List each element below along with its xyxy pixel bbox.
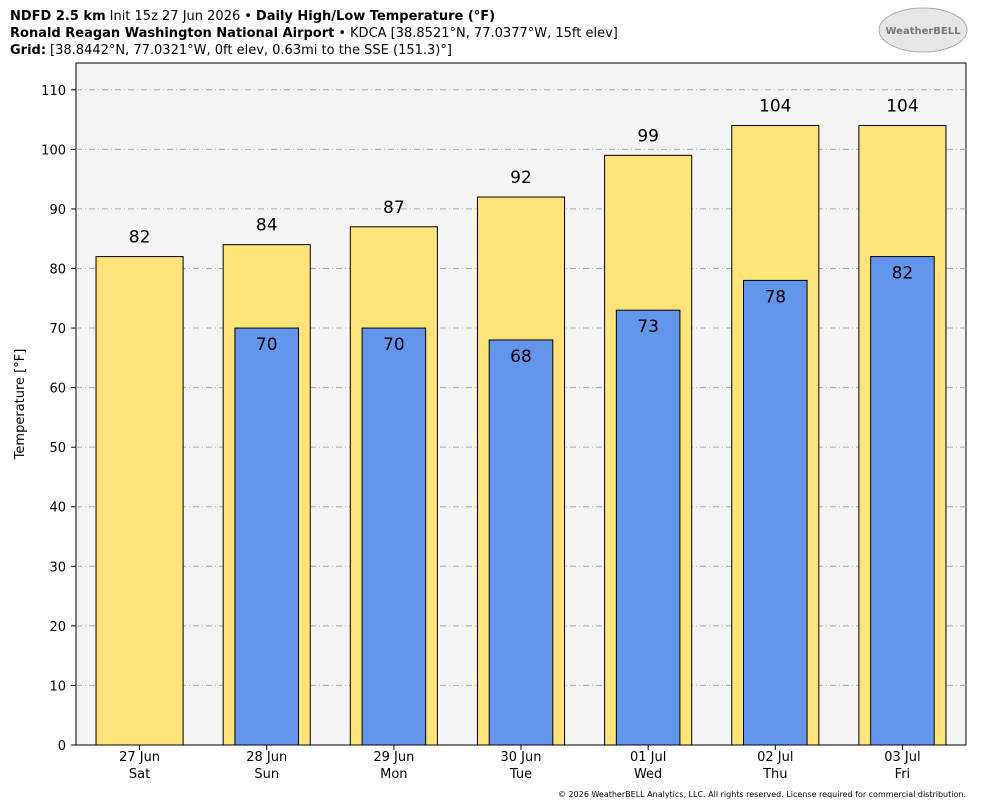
- bar: [743, 279, 808, 746]
- x-tick-day: Sat: [129, 767, 150, 782]
- value-label: 104: [759, 97, 791, 117]
- x-tick-day: Thu: [762, 767, 787, 782]
- bar: [488, 339, 554, 746]
- header-line: Grid: [38.8442°N, 77.0321°W, 0ft elev, 0.…: [10, 43, 452, 58]
- value-label: 104: [886, 97, 918, 117]
- x-tick-day: Sun: [254, 767, 279, 782]
- y-tick-label: 60: [49, 382, 66, 397]
- x-tick-day: Tue: [509, 767, 532, 782]
- value-label: 87: [383, 198, 405, 218]
- header-text: Ronald Reagan Washington National Airpor…: [10, 26, 334, 41]
- header-text: •: [338, 26, 346, 41]
- value-label: 99: [637, 126, 659, 146]
- value-label: 73: [637, 317, 659, 337]
- value-label: 68: [510, 347, 532, 367]
- y-tick-label: 40: [49, 501, 66, 516]
- y-tick-label: 90: [49, 203, 66, 218]
- y-tick-label: 110: [41, 84, 66, 99]
- bar: [615, 309, 681, 746]
- x-tick-label: 27 Jun: [119, 750, 160, 765]
- footer: © 2026 WeatherBELL Analytics, LLC. All r…: [558, 790, 966, 799]
- x-tick-day: Mon: [380, 767, 407, 782]
- y-tick-label: 50: [49, 441, 66, 456]
- header-text: NDFD 2.5 km: [10, 9, 106, 24]
- header-text: Init 15z 27 Jun 2026: [110, 9, 241, 24]
- header-text: •: [244, 9, 252, 24]
- y-tick-label: 0: [58, 739, 66, 754]
- value-label: 82: [892, 264, 914, 284]
- value-label: 82: [129, 228, 151, 248]
- x-tick-label: 29 Jun: [373, 750, 414, 765]
- value-label: 78: [764, 287, 786, 307]
- logo-text: WeatherBELL: [885, 26, 961, 37]
- y-tick-label: 80: [49, 262, 66, 277]
- header-text: [38.8442°N, 77.0321°W, 0ft elev, 0.63mi …: [50, 43, 452, 58]
- x-tick-label: 01 Jul: [630, 750, 666, 765]
- value-label: 84: [256, 216, 278, 236]
- y-tick-label: 20: [49, 620, 66, 635]
- value-label: 70: [383, 335, 405, 355]
- y-tick-label: 100: [41, 143, 66, 158]
- x-tick-day: Wed: [634, 767, 662, 782]
- header-text: Grid:: [10, 43, 46, 58]
- x-tick-label: 28 Jun: [246, 750, 287, 765]
- y-tick-label: 70: [49, 322, 66, 337]
- header-text: Daily High/Low Temperature (°F): [256, 9, 495, 24]
- bar: [234, 327, 300, 746]
- x-tick-label: 30 Jun: [501, 750, 542, 765]
- header-line: NDFD 2.5 km Init 15z 27 Jun 2026 • Daily Hi…: [10, 9, 495, 24]
- bar: [361, 327, 427, 746]
- header-text: KDCA [38.8521°N, 77.0377°W, 15ft elev]: [350, 26, 618, 41]
- bar: [95, 256, 184, 746]
- y-axis-label: Temperature [°F]: [13, 349, 28, 461]
- y-tick-label: 30: [49, 560, 66, 575]
- value-label: 92: [510, 168, 532, 188]
- value-label: 70: [256, 335, 278, 355]
- x-tick-label: 03 Jul: [884, 750, 920, 765]
- header-line: Ronald Reagan Washington National Airpor…: [10, 26, 618, 41]
- x-tick-day: Fri: [895, 767, 911, 782]
- logo: WeatherBELL: [878, 7, 968, 53]
- x-tick-label: 02 Jul: [757, 750, 793, 765]
- y-tick-label: 10: [49, 679, 66, 694]
- bar: [870, 256, 935, 746]
